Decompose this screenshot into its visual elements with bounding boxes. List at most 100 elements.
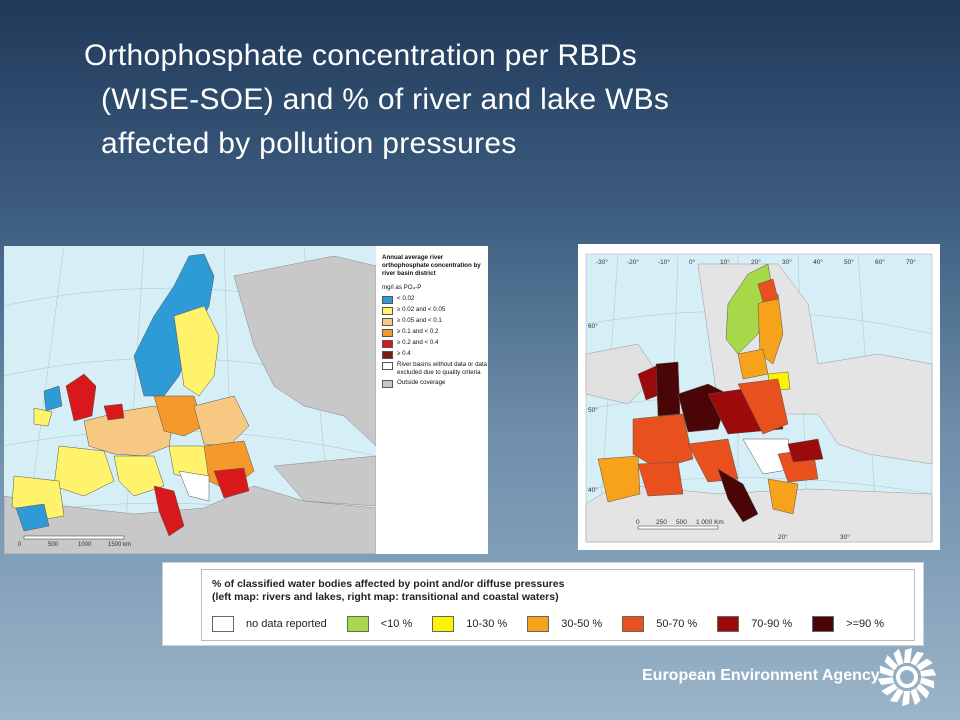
bottom-lon-20: 20° bbox=[778, 533, 788, 541]
right-scale-500: 500 bbox=[676, 519, 687, 526]
pressures-legend-label: no data reported bbox=[246, 618, 327, 630]
left-scale-0: 0 bbox=[18, 542, 22, 548]
lon-label: 50° bbox=[844, 258, 854, 266]
pressures-legend-item: 70-90 % bbox=[717, 616, 792, 632]
pressures-legend-title-line-2: (left map: rivers and lakes, right map: … bbox=[212, 591, 559, 603]
pressures-legend-item: >=90 % bbox=[812, 616, 884, 632]
legend-swatch bbox=[382, 318, 393, 326]
lon-label: -30° bbox=[596, 258, 608, 266]
lon-label: -20° bbox=[627, 258, 639, 266]
pressures-legend: % of classified water bodies affected by… bbox=[162, 562, 924, 646]
legend-item: ≥ 0.05 and < 0.1 bbox=[382, 317, 488, 326]
eea-logo: European Environment Agency bbox=[642, 644, 952, 710]
pressures-legend-title-line-1: % of classified water bodies affected by… bbox=[212, 578, 565, 590]
eea-sun-icon bbox=[877, 648, 937, 706]
pressures-legend-swatch bbox=[346, 616, 369, 632]
lat-50: 50° bbox=[588, 406, 598, 414]
lon-label: 0° bbox=[689, 258, 696, 266]
sun-ray bbox=[877, 677, 895, 685]
lon-label: 70° bbox=[906, 258, 916, 266]
title-line-2: (WISE-SOE) and % of river and lake WBs bbox=[101, 83, 670, 116]
right-scale-250: 250 bbox=[656, 519, 667, 526]
legend-label: ≥ 0.4 bbox=[397, 350, 411, 357]
left-scale-1000: 1000 bbox=[78, 542, 92, 548]
legend-swatch bbox=[382, 340, 393, 348]
lon-label: 10° bbox=[720, 258, 730, 266]
legend-label: ≥ 0.2 and < 0.4 bbox=[397, 339, 439, 346]
legend-item: ≥ 0.4 bbox=[382, 350, 488, 359]
sun-ray bbox=[916, 658, 933, 671]
bottom-lon-30: 30° bbox=[840, 533, 850, 541]
right-scale-1000: 1 000 Km bbox=[696, 519, 724, 526]
pressures-legend-swatch bbox=[527, 616, 550, 632]
sun-ray bbox=[884, 655, 898, 671]
legend-unit: mg/l as PO₄-P bbox=[382, 284, 422, 291]
pressures-legend-swatch bbox=[212, 616, 234, 632]
sun-ray bbox=[902, 691, 910, 706]
lon-label: 60° bbox=[875, 258, 885, 266]
sun-ray bbox=[889, 688, 904, 703]
sun-ray bbox=[904, 648, 912, 663]
sun-ray bbox=[881, 683, 898, 696]
legend-label: ≥ 0.02 and < 0.05 bbox=[397, 306, 446, 313]
pressures-legend-label: >=90 % bbox=[846, 618, 885, 630]
pressures-map: -30° -20° -10° 0° 10° 20° 30° 40° 50° 60° 70° 60° … bbox=[578, 244, 940, 550]
pressures-map-graphic: -30° -20° -10° 0° 10° 20° 30° 40° 50° 60° 70° 60° … bbox=[585, 253, 933, 543]
pressures-legend-items: no data reported <10 % 10-30 % 30-50 % 50-70… bbox=[212, 616, 904, 632]
legend-item: River basins without data or data exclud… bbox=[382, 361, 488, 377]
left-scale-1500: 1500 km bbox=[108, 542, 131, 548]
sun-ray bbox=[910, 651, 925, 666]
lon-label: 40° bbox=[813, 258, 823, 266]
pressures-legend-title: % of classified water bodies affected by… bbox=[212, 578, 564, 604]
sun-ray bbox=[879, 665, 895, 677]
pressures-legend-label: 10-30 % bbox=[466, 618, 508, 630]
legend-swatch bbox=[382, 362, 393, 370]
sun-ray bbox=[919, 677, 935, 689]
pressures-legend-swatch bbox=[432, 616, 455, 632]
legend-title: Annual average river orthophosphate conc… bbox=[382, 254, 481, 277]
slide-title: Orthophosphate concentration per RBDs (W… bbox=[84, 34, 904, 166]
pressures-legend-label: 70-90 % bbox=[751, 618, 793, 630]
legend-swatch bbox=[382, 380, 393, 388]
legend-label: Outside coverage bbox=[397, 379, 446, 386]
pressures-legend-label: 50-70 % bbox=[656, 618, 698, 630]
sun-ray bbox=[916, 683, 930, 699]
pressures-legend-swatch bbox=[622, 616, 645, 632]
lat-40: 40° bbox=[588, 486, 598, 494]
pressures-legend-item: no data reported bbox=[212, 616, 327, 632]
legend-label: River basins without data or data exclud… bbox=[397, 361, 488, 376]
eea-name: European Environment Agency bbox=[642, 667, 880, 684]
orthophosphate-legend: Annual average river orthophosphate conc… bbox=[378, 248, 488, 552]
sun-ray bbox=[919, 669, 937, 677]
sun-ray bbox=[893, 648, 904, 666]
pressures-legend-item: 50-70 % bbox=[622, 616, 697, 632]
lon-label: -10° bbox=[658, 258, 670, 266]
pressures-legend-swatch bbox=[812, 616, 835, 632]
pressures-legend-item: 10-30 % bbox=[432, 616, 507, 632]
pressures-legend-item: <10 % bbox=[346, 616, 413, 632]
legend-item: ≥ 0.2 and < 0.4 bbox=[382, 339, 488, 348]
lon-label: 20° bbox=[751, 258, 761, 266]
lat-60: 60° bbox=[588, 322, 598, 330]
legend-label: < 0.02 bbox=[397, 295, 415, 302]
legend-label: ≥ 0.05 and < 0.1 bbox=[397, 317, 442, 324]
title-line-3: affected by pollution pressures bbox=[101, 127, 517, 160]
sun-ray bbox=[910, 688, 921, 706]
pressures-legend-box: % of classified water bodies affected by… bbox=[201, 569, 915, 641]
legend-item: < 0.02 bbox=[382, 295, 488, 304]
lon-label: 30° bbox=[782, 258, 792, 266]
legend-swatch bbox=[382, 307, 393, 315]
pressures-legend-swatch bbox=[717, 616, 740, 632]
pressures-legend-item: 30-50 % bbox=[527, 616, 602, 632]
pressures-legend-label: 30-50 % bbox=[561, 618, 603, 630]
legend-item: ≥ 0.1 and < 0.2 bbox=[382, 328, 488, 337]
title-line-1: Orthophosphate concentration per RBDs bbox=[84, 39, 638, 72]
pressures-legend-label: <10 % bbox=[380, 618, 413, 630]
legend-label: ≥ 0.1 and < 0.2 bbox=[397, 328, 439, 335]
orthophosphate-map: 0 500 1000 1500 km Annual average river … bbox=[3, 245, 488, 555]
orthophosphate-map-graphic: 0 500 1000 1500 km bbox=[3, 245, 377, 555]
legend-swatch bbox=[382, 351, 393, 359]
right-scale-0: 0 bbox=[636, 519, 640, 526]
left-scale-500: 500 bbox=[48, 542, 59, 548]
legend-swatch bbox=[382, 296, 393, 304]
